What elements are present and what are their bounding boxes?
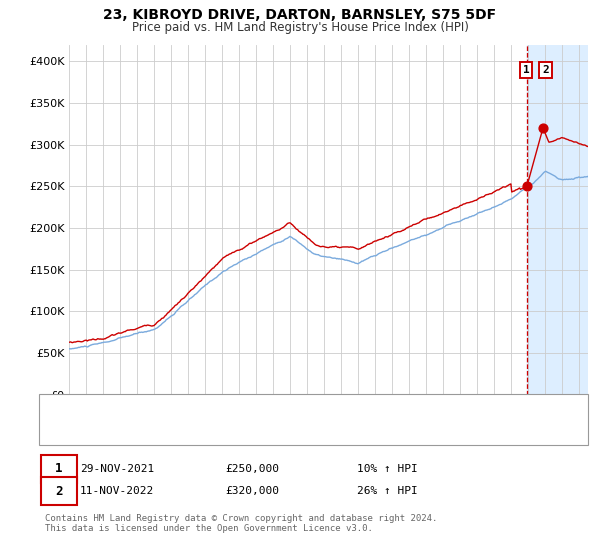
Point: [538, 124, 548, 133]
Text: 26% ↑ HPI: 26% ↑ HPI: [357, 486, 418, 496]
Text: 23, KIBROYD DRIVE, DARTON, BARNSLEY, S75 5DF: 23, KIBROYD DRIVE, DARTON, BARNSLEY, S75…: [103, 8, 497, 22]
Text: 10% ↑ HPI: 10% ↑ HPI: [357, 464, 418, 474]
Text: £250,000: £250,000: [225, 464, 279, 474]
Text: 1: 1: [523, 65, 529, 75]
Text: 1: 1: [55, 462, 62, 475]
Text: HPI: Average price, detached house, Barnsley: HPI: Average price, detached house, Barn…: [84, 424, 359, 435]
Text: 2: 2: [55, 484, 62, 498]
Bar: [527, 45, 588, 395]
Text: £320,000: £320,000: [225, 486, 279, 496]
Text: 23, KIBROYD DRIVE, DARTON, BARNSLEY, S75 5DF (detached house): 23, KIBROYD DRIVE, DARTON, BARNSLEY, S75…: [84, 405, 465, 416]
Point: [522, 182, 532, 191]
Text: 11-NOV-2022: 11-NOV-2022: [80, 486, 154, 496]
Text: Price paid vs. HM Land Registry's House Price Index (HPI): Price paid vs. HM Land Registry's House …: [131, 21, 469, 34]
Text: 2: 2: [542, 65, 549, 75]
Text: Contains HM Land Registry data © Crown copyright and database right 2024.
This d: Contains HM Land Registry data © Crown c…: [45, 514, 437, 534]
Text: 29-NOV-2021: 29-NOV-2021: [80, 464, 154, 474]
